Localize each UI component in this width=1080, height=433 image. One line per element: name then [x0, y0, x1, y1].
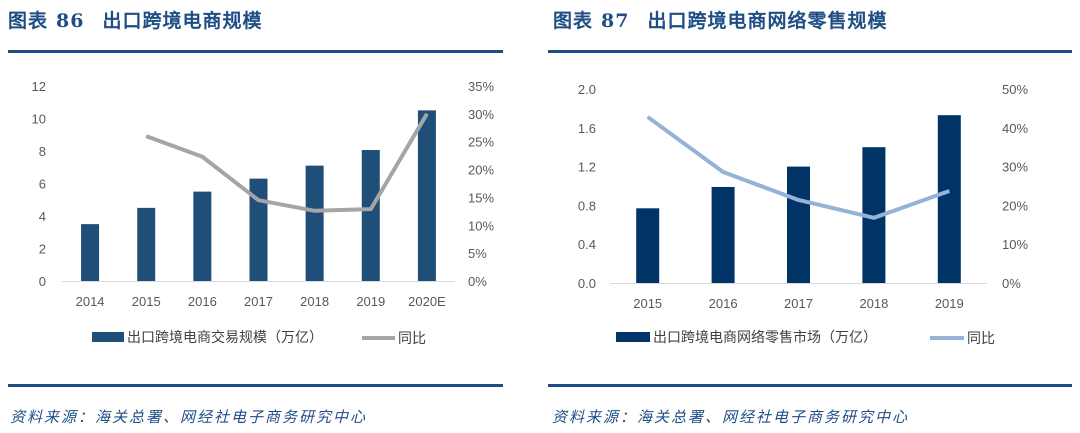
legend: 出口跨境电商交易规模（万亿） 同比	[92, 329, 426, 347]
right-axis-tick: 0%	[1002, 276, 1021, 291]
right-axis-tick: 10%	[468, 218, 494, 233]
legend-bar-label: 出口跨境电商交易规模（万亿）	[127, 329, 323, 346]
bar-2019	[361, 150, 380, 281]
x-axis-tick: 2020E	[408, 294, 446, 309]
bar-2016	[193, 191, 212, 281]
bar-2017	[249, 178, 268, 281]
left-axis-tick: 2.0	[578, 82, 596, 97]
chart-0: 0 2 4 6 8 10 12 0% 5% 10% 15% 20% 25% 30% 35% 2014 2015 2…	[32, 79, 495, 347]
left-axis-tick: 10	[32, 112, 46, 127]
x-axis-tick: 2017	[784, 296, 813, 311]
figure-title: 出口跨境电商规模	[102, 10, 263, 32]
figure-86-title: 图表 86 出口跨境电商规模	[8, 6, 262, 33]
yoy-point-2019	[370, 208, 372, 210]
left-axis-tick: 6	[39, 177, 46, 192]
figure-number: 87	[601, 10, 630, 32]
left-axis-tick: 1.6	[578, 121, 596, 136]
right-axis-tick: 20%	[1002, 198, 1028, 213]
bar-2014	[81, 224, 100, 281]
x-axis-tick: 2017	[244, 294, 273, 309]
figure-86-source: 资料来源：海关总署、网经社电子商务研究中心	[10, 408, 368, 426]
bar-2018	[305, 165, 324, 281]
legend-bar-swatch	[92, 332, 124, 342]
bar-2019	[937, 115, 961, 283]
figure-title: 出口跨境电商网络零售规模	[647, 10, 888, 32]
left-axis-tick: 0.4	[578, 237, 596, 252]
x-axis-tick: 2016	[709, 296, 738, 311]
yoy-point-2018	[314, 210, 316, 212]
left-axis-tick: 4	[39, 209, 46, 224]
right-axis-tick: 40%	[1002, 121, 1028, 136]
yoy-point-2019	[948, 190, 950, 192]
yoy-point-2018	[873, 217, 875, 219]
bar-2015	[137, 207, 156, 281]
right-axis-tick: 30%	[1002, 160, 1028, 175]
right-axis-tick: 10%	[1002, 237, 1028, 252]
x-axis-tick: 2015	[132, 294, 161, 309]
legend-line-label: 同比	[967, 331, 995, 347]
figure-label: 图表	[8, 10, 49, 32]
bar-2017	[787, 166, 810, 283]
right-axis-tick: 0%	[468, 274, 487, 289]
bar-2018	[862, 147, 886, 283]
right-axis-tick: 50%	[1002, 82, 1028, 97]
left-axis-tick: 8	[39, 144, 46, 159]
figure-87-title: 图表 87 出口跨境电商网络零售规模	[553, 6, 887, 33]
x-axis-tick: 2015	[633, 296, 662, 311]
right-axis-tick: 35%	[468, 79, 494, 94]
bar-2020E	[417, 110, 436, 281]
yoy-point-2015	[145, 135, 147, 137]
left-axis-tick: 1.2	[578, 160, 596, 175]
yoy-line	[145, 112, 429, 213]
figure-number: 86	[56, 10, 85, 32]
yoy-point-2017	[798, 199, 799, 201]
x-axis-tick: 2014	[76, 294, 105, 309]
left-axis-tick: 2	[39, 242, 46, 257]
x-axis-tick: 2018	[859, 296, 888, 311]
title-rule	[548, 50, 1072, 53]
x-axis-tick: 2016	[188, 294, 217, 309]
figure-label: 图表	[553, 10, 594, 32]
x-axis-tick: 2019	[356, 294, 385, 309]
chart-1: 0.0 0.4 0.8 1.2 1.6 2.0 0% 10% 20% 30% 40% 50% 2015 2…	[578, 82, 1029, 347]
left-axis-tick: 0.0	[578, 276, 596, 291]
left-axis-tick: 0	[39, 274, 46, 289]
legend-line-label: 同比	[398, 331, 426, 347]
left-axis-tick: 12	[32, 79, 46, 94]
source-rule	[8, 384, 503, 387]
yoy-point-2015	[647, 116, 649, 118]
right-axis-tick: 20%	[468, 163, 494, 178]
left-axis-tick: 0.8	[578, 198, 596, 213]
yoy-point-2020E	[426, 113, 428, 115]
yoy-point-2017	[258, 199, 259, 201]
yoy-point-2016	[722, 171, 724, 173]
x-axis-tick: 2018	[300, 294, 329, 309]
right-axis-tick: 15%	[468, 190, 494, 205]
title-rule	[8, 50, 503, 53]
right-axis-tick: 5%	[468, 246, 487, 261]
figure-87-source: 资料来源：海关总署、网经社电子商务研究中心	[552, 408, 910, 426]
right-axis-tick: 30%	[468, 107, 494, 122]
bar-2015	[636, 208, 660, 283]
bar-2016	[711, 186, 735, 283]
right-axis-tick: 25%	[468, 135, 494, 150]
legend-bar-label: 出口跨境电商网络零售市场（万亿）	[653, 329, 877, 346]
source-rule	[548, 384, 1072, 387]
yoy-point-2016	[201, 156, 203, 158]
legend-bar-swatch	[616, 332, 650, 342]
legend: 出口跨境电商网络零售市场（万亿） 同比	[616, 329, 995, 347]
x-axis-tick: 2019	[935, 296, 964, 311]
